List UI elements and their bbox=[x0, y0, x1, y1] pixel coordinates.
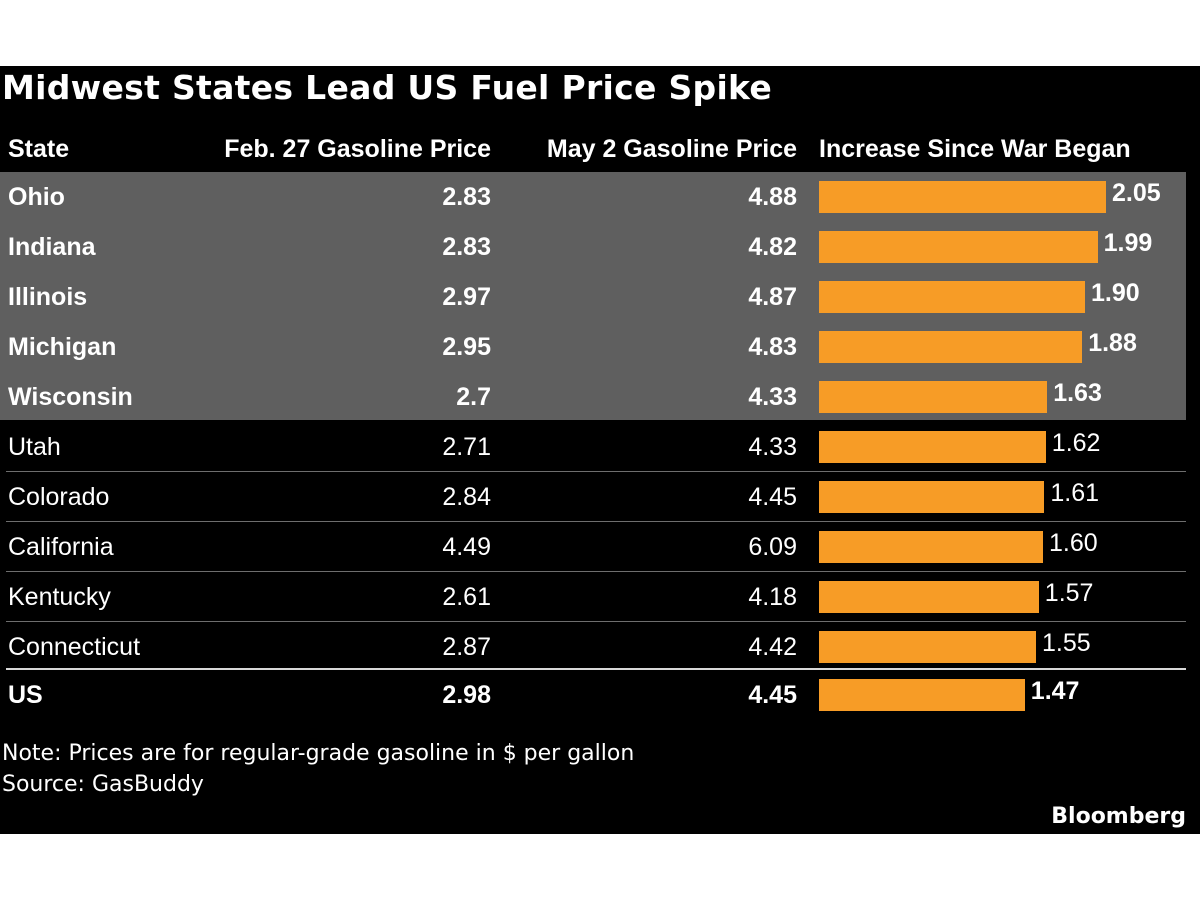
table-row: Kentucky 2.61 4.18 bbox=[0, 572, 1200, 622]
column-header-state: State bbox=[8, 135, 70, 163]
feb27-price: 4.49 bbox=[442, 533, 491, 561]
state-name: Ohio bbox=[8, 183, 65, 211]
table-row: Illinois 2.97 4.87 bbox=[0, 272, 1200, 322]
footnote-source: Source: GasBuddy bbox=[2, 772, 204, 797]
increase-bar bbox=[819, 631, 1036, 663]
increase-bar bbox=[819, 331, 1083, 363]
increase-value-label: 1.90 bbox=[1091, 279, 1140, 307]
increase-value-label: 2.05 bbox=[1112, 179, 1161, 207]
state-name: Indiana bbox=[8, 233, 96, 261]
table-body: Ohio 2.83 4.88 Indiana 2.83 4.82 Illinois 2.97 4… bbox=[0, 66, 1200, 834]
state-name: Colorado bbox=[8, 483, 110, 511]
state-name: Kentucky bbox=[8, 583, 111, 611]
table-row: California 4.49 6.09 bbox=[0, 522, 1200, 572]
table-row: Utah 2.71 4.33 bbox=[0, 422, 1200, 472]
feb27-price: 2.7 bbox=[456, 383, 491, 411]
increase-bar bbox=[819, 381, 1048, 413]
increase-value-label: 1.88 bbox=[1088, 329, 1137, 357]
may2-price: 4.45 bbox=[748, 681, 797, 709]
feb27-price: 2.98 bbox=[442, 681, 491, 709]
table-row: Wisconsin 2.7 4.33 bbox=[0, 372, 1200, 422]
increase-bar bbox=[819, 181, 1106, 213]
bloomberg-logo: Bloomberg bbox=[1051, 804, 1186, 829]
chart-title: Midwest States Lead US Fuel Price Spike bbox=[2, 68, 773, 107]
table-row: Ohio 2.83 4.88 bbox=[0, 172, 1200, 222]
feb27-price: 2.83 bbox=[442, 233, 491, 261]
state-name: Wisconsin bbox=[8, 383, 133, 411]
increase-bar bbox=[819, 231, 1098, 263]
increase-bar bbox=[819, 481, 1045, 513]
may2-price: 4.82 bbox=[748, 233, 797, 261]
increase-value-label: 1.63 bbox=[1053, 379, 1102, 407]
footnote-note: Note: Prices are for regular-grade gasol… bbox=[2, 741, 635, 766]
increase-value-label: 1.62 bbox=[1051, 429, 1101, 457]
row-divider bbox=[6, 571, 1186, 572]
may2-price: 6.09 bbox=[748, 533, 797, 561]
increase-value-label: 1.57 bbox=[1044, 579, 1094, 607]
state-name: Utah bbox=[8, 433, 61, 461]
may2-price: 4.87 bbox=[748, 283, 797, 311]
chart-panel: Midwest States Lead US Fuel Price Spike … bbox=[0, 66, 1200, 834]
row-divider bbox=[6, 621, 1186, 622]
footnote: Note: Prices are for regular-grade gasol… bbox=[2, 738, 902, 800]
increase-bar bbox=[819, 431, 1046, 463]
feb27-price: 2.87 bbox=[442, 633, 491, 661]
increase-value-label: 1.55 bbox=[1042, 629, 1091, 657]
may2-price: 4.42 bbox=[748, 633, 797, 661]
table-row: Colorado 2.84 4.45 bbox=[0, 472, 1200, 522]
may2-price: 4.45 bbox=[748, 483, 797, 511]
table-row: Michigan 2.95 4.83 bbox=[0, 322, 1200, 372]
increase-bar bbox=[819, 581, 1039, 613]
total-divider bbox=[6, 668, 1186, 670]
may2-price: 4.33 bbox=[748, 383, 797, 411]
increase-bars: 2.05 1.99 1.90 1.88 1.63 1.62 1.61 1.60 1.57 1.55… bbox=[0, 66, 1200, 834]
feb27-price: 2.83 bbox=[442, 183, 491, 211]
increase-bar bbox=[819, 281, 1085, 313]
state-name: Connecticut bbox=[8, 633, 141, 661]
increase-value-label: 1.47 bbox=[1030, 677, 1080, 705]
feb27-price: 2.95 bbox=[442, 333, 491, 361]
feb27-price: 2.61 bbox=[442, 583, 491, 611]
may2-price: 4.83 bbox=[748, 333, 797, 361]
state-name: Illinois bbox=[8, 283, 88, 311]
increase-bar bbox=[819, 679, 1025, 711]
increase-bar bbox=[819, 531, 1043, 563]
row-divider bbox=[6, 471, 1186, 472]
may2-price: 4.18 bbox=[748, 583, 797, 611]
may2-price: 4.88 bbox=[748, 183, 797, 211]
table-header-row: State Feb. 27 Gasoline Price May 2 Gasol… bbox=[0, 130, 1200, 168]
table-row: Indiana 2.83 4.82 bbox=[0, 222, 1200, 272]
column-header-feb27: Feb. 27 Gasoline Price bbox=[224, 135, 491, 163]
state-name: US bbox=[8, 681, 43, 709]
may2-price: 4.33 bbox=[748, 433, 797, 461]
feb27-price: 2.71 bbox=[442, 433, 491, 461]
feb27-price: 2.97 bbox=[442, 283, 491, 311]
column-header-increase: Increase Since War Began bbox=[819, 135, 1131, 163]
row-divider bbox=[6, 521, 1186, 522]
table-row: Connecticut 2.87 4.42 bbox=[0, 622, 1200, 672]
increase-value-label: 1.61 bbox=[1050, 479, 1100, 507]
column-header-may2: May 2 Gasoline Price bbox=[546, 135, 797, 163]
state-name: Michigan bbox=[8, 333, 117, 361]
increase-value-label: 1.99 bbox=[1103, 229, 1153, 257]
increase-value-label: 1.60 bbox=[1049, 529, 1098, 557]
state-name: California bbox=[8, 533, 114, 561]
feb27-price: 2.84 bbox=[442, 483, 491, 511]
table-row-total: US 2.98 4.45 bbox=[0, 670, 1200, 720]
